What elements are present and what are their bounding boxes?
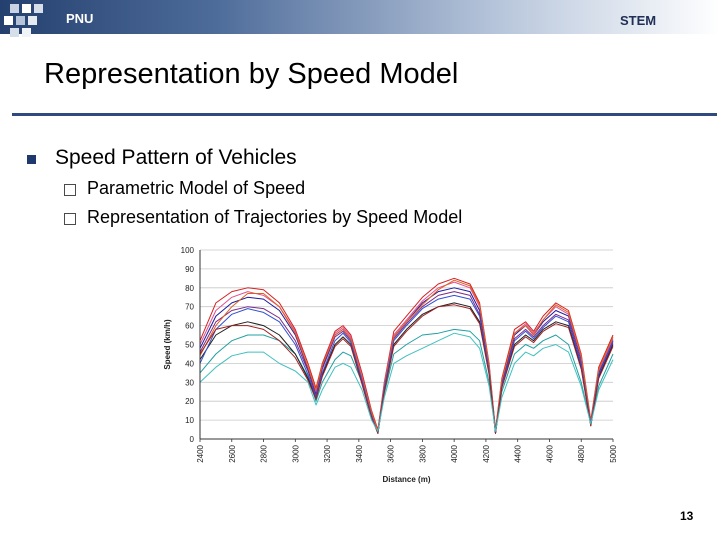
x-tick-label: 4600 — [545, 444, 554, 462]
x-tick-label: 4800 — [577, 444, 586, 462]
x-tick-label: 2400 — [196, 444, 205, 462]
page-number: 13 — [680, 509, 694, 523]
x-tick-label: 3000 — [291, 444, 300, 462]
x-tick-label: 2600 — [228, 444, 237, 462]
series-line-9 — [199, 304, 614, 434]
bullet-text: Speed Pattern of Vehicles — [55, 146, 297, 169]
header-right-label: STEM — [620, 13, 657, 28]
y-tick-label: 70 — [185, 303, 194, 312]
series-line-10 — [199, 332, 614, 432]
y-tick-label: 100 — [181, 246, 195, 255]
y-tick-label: 50 — [185, 341, 194, 350]
speed-chart-svg: 0 10 20 30 40 50 60 70 80 90 100 2400 2600 2800 3000 32… — [163, 246, 618, 484]
x-tick-label: 4000 — [450, 444, 459, 462]
series-line-1 — [199, 277, 614, 431]
x-axis-label: Distance (m) — [382, 475, 430, 484]
x-tick-label: 3200 — [323, 444, 332, 462]
checkbox-bullet-icon — [64, 213, 76, 225]
header-bar — [0, 0, 720, 34]
series-line-2 — [199, 287, 614, 434]
sub-bullet-1: Parametric Model of Speed — [87, 178, 306, 198]
series-line-5 — [199, 302, 614, 434]
x-tick-label: 3600 — [387, 444, 396, 462]
slide-title: Representation by Speed Model — [44, 58, 459, 90]
square-bullet-icon — [27, 155, 36, 164]
speed-chart: 0 10 20 30 40 50 60 70 80 90 100 2400 2600 2800 3000 32… — [160, 244, 620, 486]
series-line-7 — [199, 279, 614, 432]
x-tick-label: 3800 — [418, 444, 427, 462]
series-line-6 — [199, 291, 614, 434]
x-tick-label: 3400 — [355, 444, 364, 462]
x-tick-label: 5000 — [609, 444, 618, 462]
series-line-3 — [199, 281, 614, 432]
y-tick-label: 0 — [190, 435, 195, 444]
header-left-label: PNU — [66, 11, 94, 26]
y-axis-label: Speed (km/h) — [163, 319, 172, 370]
y-tick-label: 80 — [185, 284, 194, 293]
y-tick-label: 60 — [185, 322, 194, 331]
x-tick-label: 4200 — [482, 444, 491, 462]
checkbox-bullet-icon — [64, 184, 76, 196]
y-tick-label: 40 — [185, 359, 194, 368]
y-tick-label: 20 — [185, 397, 194, 406]
header-decoration — [0, 0, 60, 46]
sub-bullet-2: Representation of Trajectories by Speed … — [87, 207, 463, 227]
x-tick-label: 2800 — [260, 444, 269, 462]
series-line-8 — [199, 294, 614, 434]
x-tick-label: 4400 — [514, 444, 523, 462]
y-tick-label: 30 — [185, 378, 194, 387]
y-tick-label: 90 — [185, 265, 194, 274]
y-tick-label: 10 — [185, 416, 194, 425]
title-divider — [12, 113, 717, 116]
